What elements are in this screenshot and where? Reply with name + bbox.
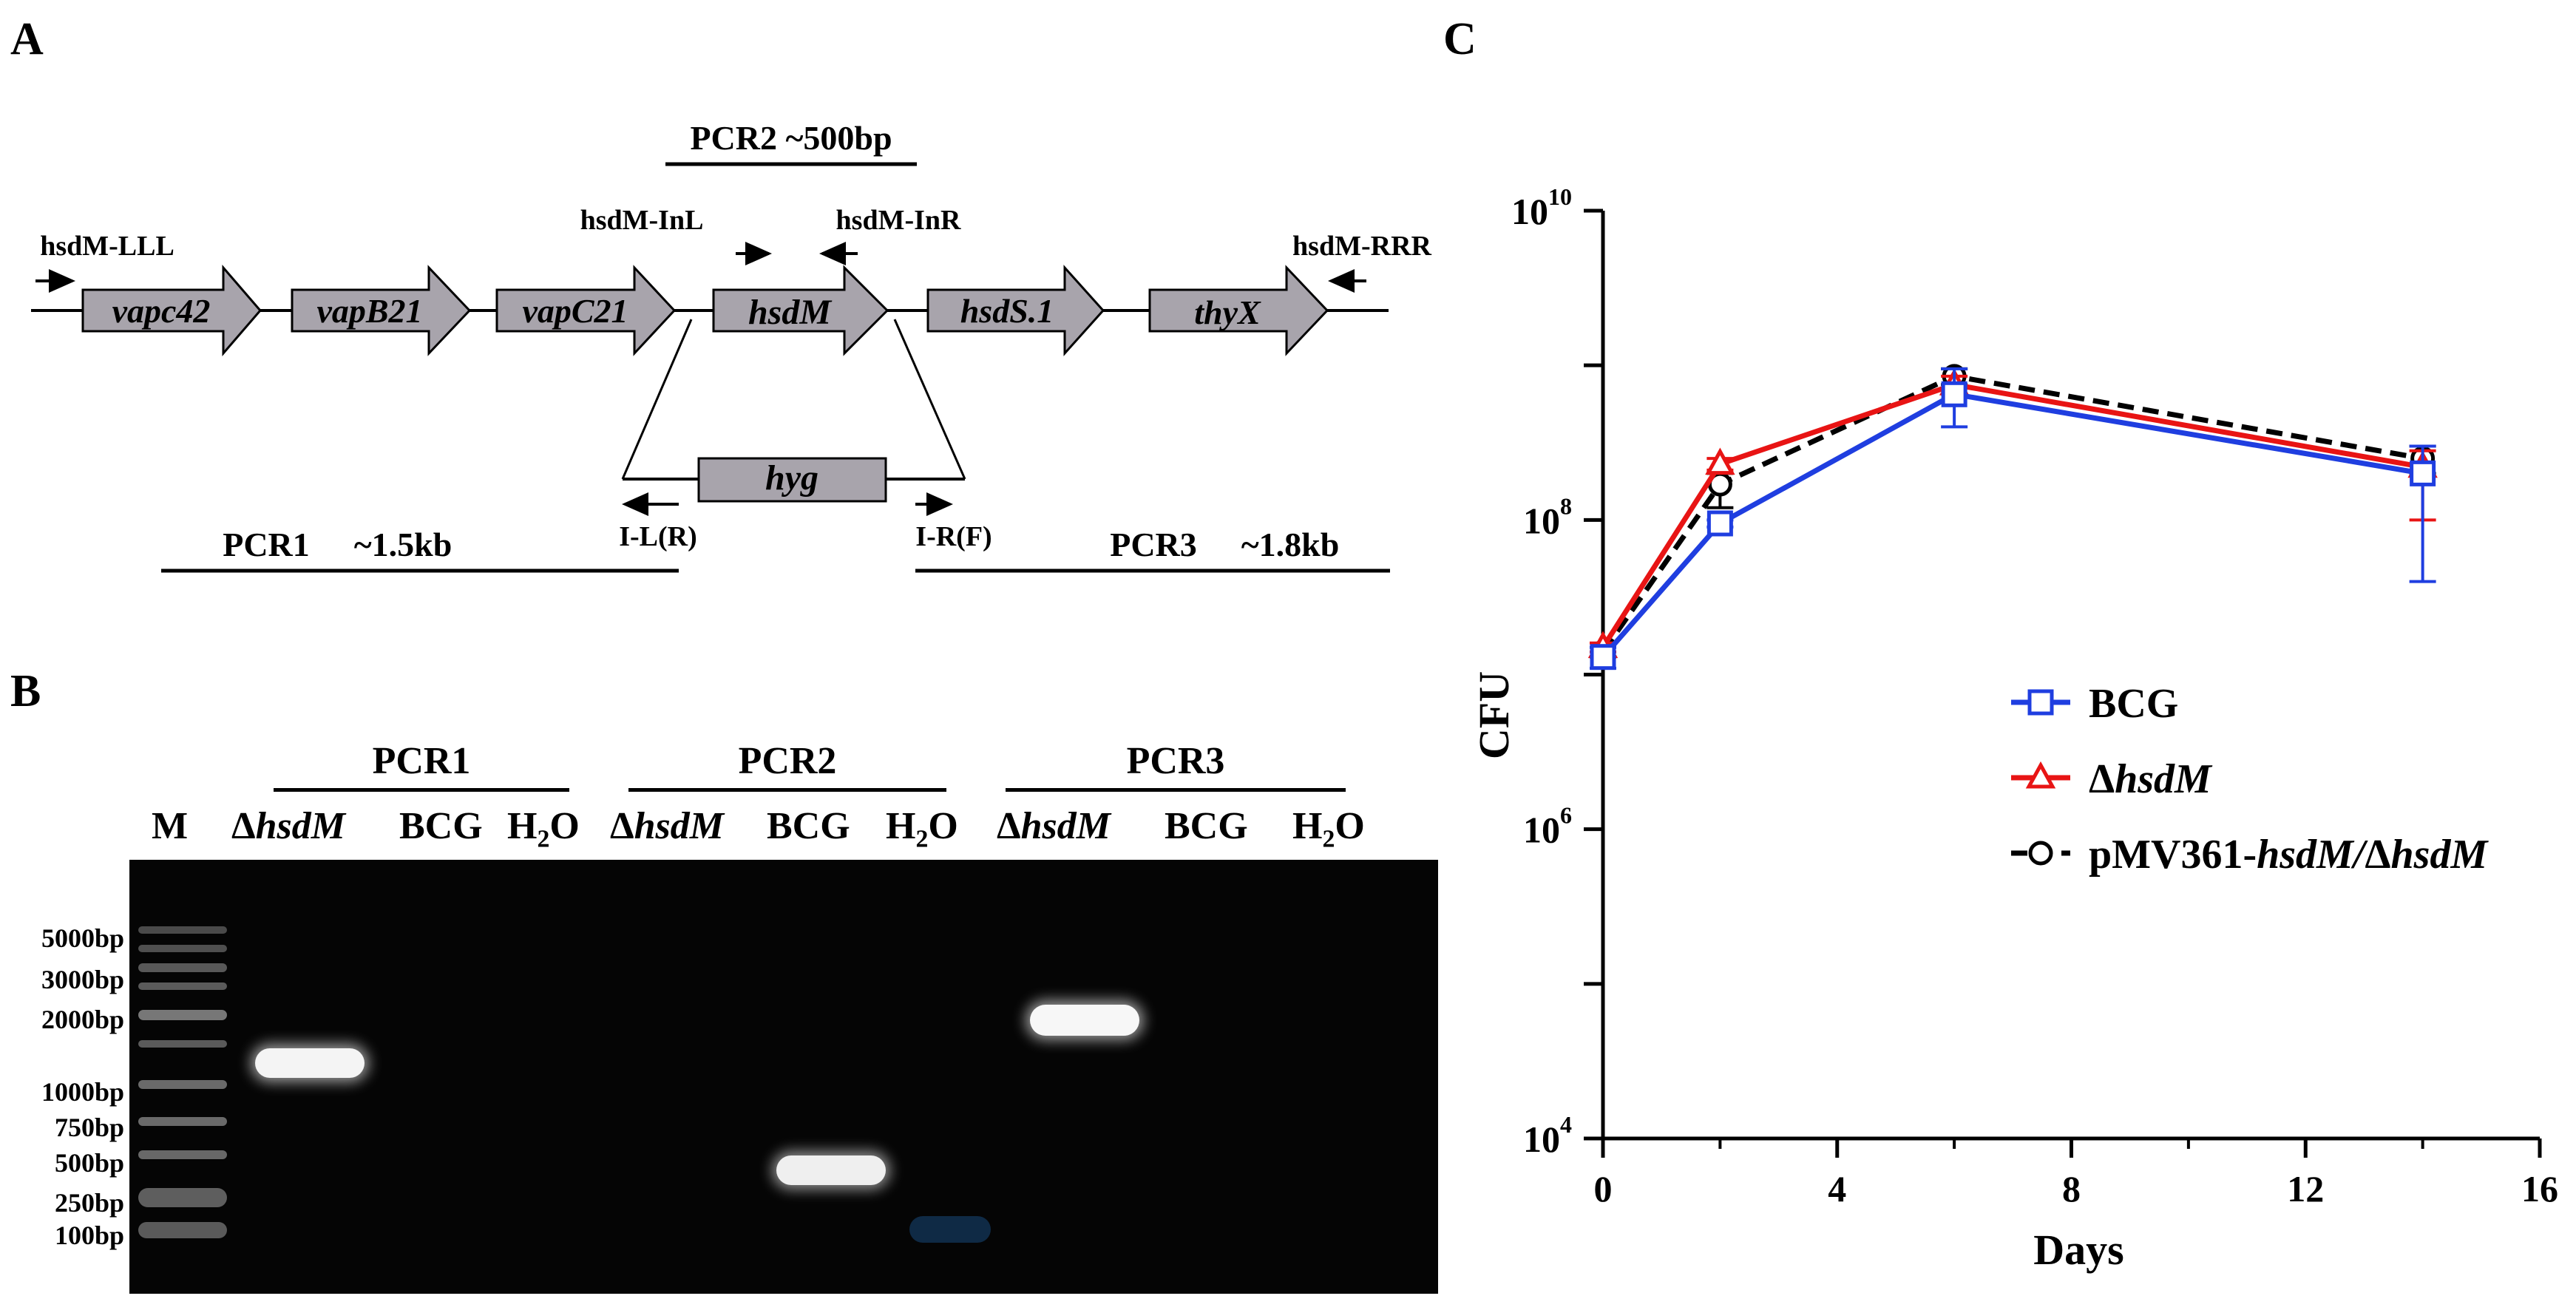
x-tick-label: 16 (2521, 1168, 2558, 1209)
loading-dye-smear (909, 1216, 991, 1243)
ladder-band (138, 1150, 227, 1159)
gene-vapc21: vapC21 (495, 265, 677, 356)
ladder-size-label: 5000bp (41, 923, 124, 953)
lane-label: BCG (1165, 805, 1248, 847)
primer-rrr-label: hsdM-RRR (1292, 231, 1431, 262)
ladder-band (138, 963, 227, 972)
y-tick-label: 104 (1523, 1111, 1572, 1160)
lane-label: ΔhsdM (231, 805, 346, 847)
ladder-size-label: 100bp (54, 1221, 124, 1250)
ladder-size-label: 500bp (54, 1148, 124, 1178)
gel-group-pcr2-title: PCR2 (738, 740, 837, 782)
pcr2-label: PCR2 ~500bp (690, 119, 892, 157)
series-marker-bcg (1590, 644, 1616, 671)
primer-inr-label: hsdM-InR (836, 205, 961, 236)
ladder-band (138, 926, 227, 934)
series-line-hsdm (1601, 381, 2424, 649)
lane-label: H2O (507, 805, 580, 853)
lane-label: ΔhsdM (997, 805, 1111, 847)
x-axis-title: Days (2033, 1226, 2123, 1274)
lane-label: BCG (767, 805, 850, 847)
gel-group-pcr2-bar (628, 788, 946, 792)
pcr1-size: ~1.5kb (354, 526, 453, 563)
gene-map-diagram: PCR2 ~500bp hsdM-LLL hsdM-InL hsdM-InR h… (31, 119, 1432, 573)
primer-il-label: I-L(R) (619, 521, 697, 552)
panel-a-letter: A (10, 14, 44, 64)
series-line-bcg (1601, 391, 2424, 659)
legend-marker-complement (2028, 841, 2053, 866)
ladder-band (138, 982, 227, 990)
pcr1-label: PCR1 (223, 526, 310, 563)
ladder-size-label: 2000bp (41, 1005, 124, 1034)
ladder-size-labels: 5000bp 3000bp 2000bp 1000bp 750bp 500bp … (0, 858, 124, 1272)
ladder-size-label: 1000bp (41, 1077, 124, 1107)
gel-image (129, 860, 1438, 1294)
recombination-line-left (621, 319, 693, 480)
gel-group-pcr1-title: PCR1 (372, 740, 471, 782)
lane-label-marker: M (152, 805, 189, 847)
gene-vapc42: vapc42 (81, 264, 262, 357)
x-tick-label: 12 (2287, 1168, 2324, 1209)
lane-label: BCG (399, 805, 483, 847)
gene-label: vapC21 (522, 292, 628, 330)
legend-label-hsdm: ΔhsdM (2089, 756, 2213, 802)
panel-c-letter: C (1443, 14, 1477, 64)
panel-b-letter: B (10, 666, 41, 716)
gene-label: thyX (1194, 293, 1261, 331)
legend-label-bcg: BCG (2089, 681, 2178, 727)
x-tick-label: 4 (1828, 1168, 1846, 1209)
series-marker-hsdm (1705, 447, 1735, 475)
recombination-line-right (893, 319, 966, 480)
primer-ir-label: I-R(F) (915, 521, 992, 552)
series-marker-bcg (2410, 460, 2436, 486)
lane-label: H2O (1292, 805, 1365, 853)
hyg-label: hyg (765, 458, 818, 498)
y-tick-label: 108 (1523, 492, 1572, 541)
gene-hsdm: hsdM (712, 265, 889, 356)
ladder-band (138, 1117, 227, 1126)
ladder-band (138, 1222, 227, 1238)
ladder-size-label: 3000bp (41, 965, 124, 994)
cfu-growth-chart: 0 4 8 12 16 104 106 108 1010 Days CFU BCG ΔhsdM pMV36… (1470, 183, 2558, 1274)
legend-marker-hsdm (2025, 761, 2056, 789)
series-marker-bcg (1706, 510, 1733, 537)
pcr3-label: PCR3 (1110, 526, 1197, 563)
pcr3-size: ~1.8kb (1241, 526, 1340, 563)
x-tick-label: 8 (2062, 1168, 2081, 1209)
legend-label-complement: pMV361-hsdM/ΔhsdM (2089, 832, 2489, 878)
ladder-band (138, 945, 227, 952)
gene-hsds1: hsdS.1 (926, 265, 1105, 356)
primer-lll-label: hsdM-LLL (40, 231, 174, 262)
gene-label: vapB21 (316, 292, 422, 330)
ladder-band (138, 1010, 227, 1020)
x-tick-label: 0 (1594, 1168, 1613, 1209)
gene-label: hsdS.1 (960, 292, 1054, 330)
gel-group-pcr3-bar (1006, 788, 1346, 792)
y-tick-label: 106 (1523, 802, 1572, 851)
band-pcr3-hsdm (1030, 1005, 1139, 1036)
gene-label: hsdM (748, 293, 833, 332)
ladder-band (138, 1188, 227, 1207)
ladder-size-label: 750bp (54, 1113, 124, 1142)
hyg-cassette: hyg (697, 457, 887, 503)
gene-label: vapc42 (112, 292, 211, 330)
ladder-size-label: 250bp (54, 1188, 124, 1218)
y-tick-label: 1010 (1511, 183, 1572, 232)
gene-vapb21: vapB21 (291, 265, 472, 356)
gel-group-pcr3-title: PCR3 (1126, 740, 1225, 782)
gene-thyx: thyX (1148, 265, 1329, 356)
y-axis-title: CFU (1470, 671, 1518, 759)
band-pcr2-bcg (776, 1155, 886, 1185)
gel-group-pcr1-bar (274, 788, 569, 792)
lane-label: ΔhsdM (610, 805, 725, 847)
ladder-band (138, 1040, 227, 1048)
lane-label: H2O (886, 805, 958, 853)
series-line-complement (1601, 373, 2424, 654)
ladder-band (138, 1080, 227, 1089)
band-pcr1-hsdm (255, 1048, 365, 1078)
legend-marker-bcg (2027, 689, 2054, 716)
series-marker-bcg (1941, 381, 1967, 407)
primer-inl-label: hsdM-InL (580, 205, 704, 236)
